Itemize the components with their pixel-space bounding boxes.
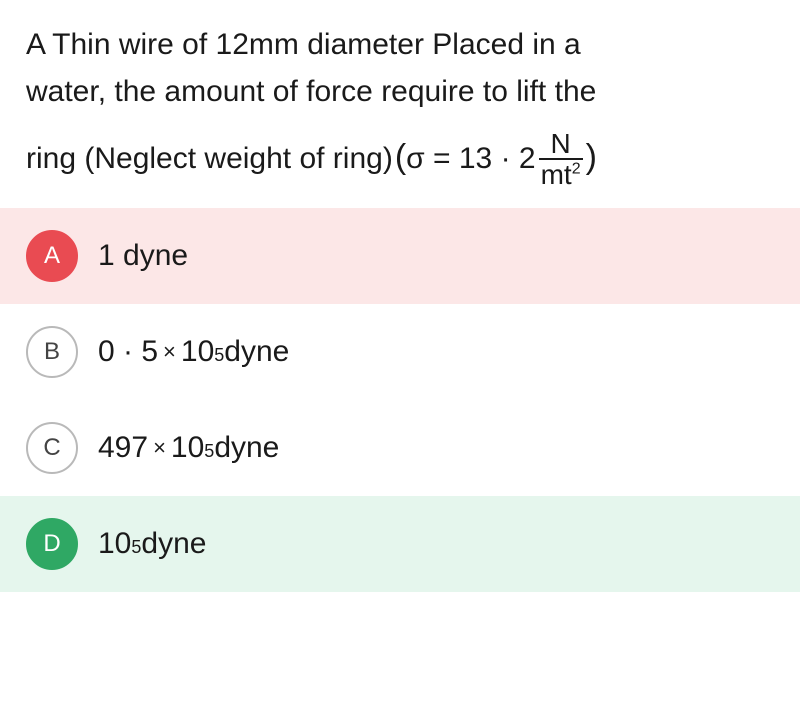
close-paren-icon: ): [586, 131, 597, 184]
question-line-1: A Thin wire of 12mm diameter Placed in a: [26, 22, 774, 69]
open-paren-icon: (: [395, 131, 406, 184]
option-d-text: 105 dyne: [98, 527, 206, 561]
option-c[interactable]: C 497 × 105 dyne: [0, 400, 800, 496]
option-d[interactable]: D 105 dyne: [0, 496, 800, 592]
question-line-3-prefix: ring (Neglect weight of ring): [26, 136, 393, 183]
fraction-den: mt2: [539, 158, 583, 189]
question-line-2: water, the amount of force require to li…: [26, 69, 774, 116]
option-a[interactable]: A 1 dyne: [0, 208, 800, 304]
sigma-expression: ( σ = 13 · 2 N mt2 ): [395, 129, 597, 190]
option-b-bubble: B: [26, 326, 78, 378]
question-text: A Thin wire of 12mm diameter Placed in a…: [0, 0, 800, 200]
option-c-text: 497 × 105 dyne: [98, 431, 279, 465]
option-b[interactable]: B 0 · 5 × 105 dyne: [0, 304, 800, 400]
sigma-lhs: σ = 13 · 2: [406, 136, 535, 183]
options-list: A 1 dyne B 0 · 5 × 105 dyne C 497 × 105 …: [0, 200, 800, 592]
option-d-bubble: D: [26, 518, 78, 570]
question-line-3: ring (Neglect weight of ring) ( σ = 13 ·…: [26, 129, 774, 190]
fraction-num: N: [550, 129, 570, 158]
option-a-text: 1 dyne: [98, 239, 188, 273]
option-b-text: 0 · 5 × 105 dyne: [98, 335, 289, 369]
option-a-bubble: A: [26, 230, 78, 282]
option-c-bubble: C: [26, 422, 78, 474]
fraction: N mt2: [539, 129, 583, 190]
